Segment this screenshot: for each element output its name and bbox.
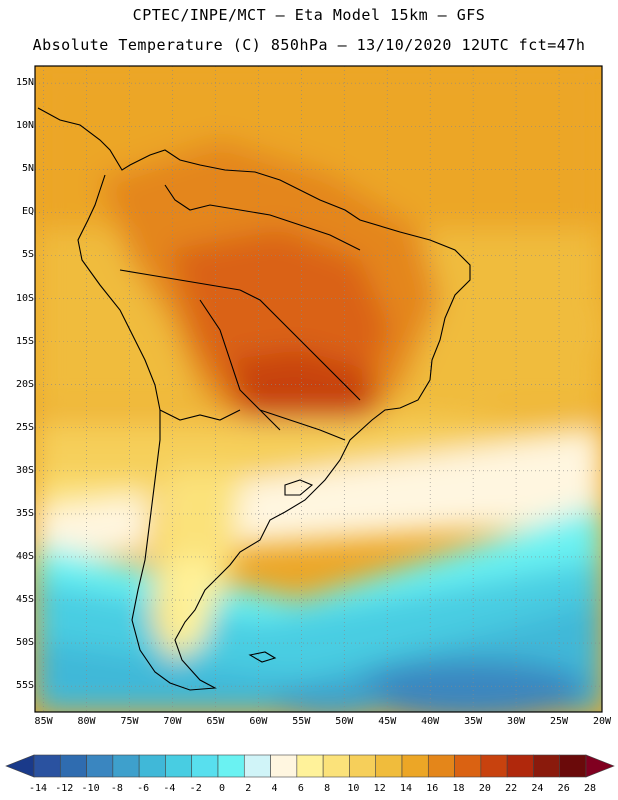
colorbar-swatch [322, 754, 350, 778]
lon-tick-label: 45W [378, 716, 397, 727]
colorbar-label: 16 [426, 783, 439, 794]
colorbar-swatch [33, 754, 61, 778]
lon-tick-label: 80W [77, 716, 96, 727]
graticule [35, 66, 603, 712]
colorbar-label: 20 [478, 783, 491, 794]
lat-tick-label: 5N [21, 163, 34, 175]
colorbar-swatch [86, 754, 114, 778]
map-title: CPTEC/INPE/MCT – Eta Model 15km – GFS [132, 6, 486, 24]
lat-tick-label: 45S [15, 594, 34, 606]
colorbar-label: 18 [452, 783, 465, 794]
colorbar-label: 22 [505, 783, 518, 794]
lat-tick-label: 25S [15, 421, 34, 433]
colorbar-label: 24 [531, 783, 544, 794]
colorbar-swatch [138, 754, 166, 778]
map-frame [34, 65, 603, 713]
lat-tick-label: 15N [15, 77, 34, 89]
colorbar-swatch [112, 754, 140, 778]
colorbar-label: -4 [163, 783, 176, 794]
colorbar-swatch [59, 754, 87, 778]
colorbar-label: -14 [28, 783, 48, 794]
lon-tick-label: 60W [249, 716, 268, 727]
lon-tick-label: 55W [292, 716, 311, 727]
colorbar-label: 4 [271, 783, 278, 794]
colorbar-label: 8 [324, 783, 331, 794]
colorbar-max-triangle [585, 754, 615, 778]
lon-tick-label: 20W [592, 716, 612, 727]
lat-tick-label: 30S [15, 464, 34, 476]
lat-tick-label: 50S [15, 637, 34, 649]
colorbar-swatch [217, 754, 245, 778]
map-subtitle: Absolute Temperature (C) 850hPa – 13/10/… [32, 36, 586, 54]
lat-tick-label: 10S [15, 292, 34, 304]
lon-tick-label: 75W [120, 716, 139, 727]
colorbar-swatch [506, 754, 534, 778]
lat-tick-label: 55S [15, 680, 34, 692]
lon-tick-label: 65W [206, 716, 225, 727]
colorbar-swatch [296, 754, 324, 778]
lat-tick-label: 15S [15, 335, 34, 347]
colorbar-label: 12 [373, 783, 386, 794]
lon-tick-label: 25W [550, 716, 569, 727]
colorbar-swatch [375, 754, 403, 778]
colorbar-swatch [559, 754, 587, 778]
lon-tick-label: 70W [163, 716, 182, 727]
colorbar-swatch [480, 754, 508, 778]
colorbar-swatch [270, 754, 298, 778]
colorbar-label: -12 [55, 783, 74, 794]
colorbar-label: -2 [189, 783, 202, 794]
lat-tick-label: 35S [15, 507, 34, 519]
temperature-field [35, 66, 602, 712]
colorbar-label: -8 [110, 783, 123, 794]
lon-tick-label: 35W [464, 716, 483, 727]
lat-tick-label: 20S [15, 378, 34, 390]
colorbar [5, 754, 615, 778]
colorbar-label: 26 [557, 783, 570, 794]
lat-tick-label: 5S [21, 249, 34, 261]
colorbar-label: 2 [245, 783, 252, 794]
colorbar-label: -10 [81, 783, 100, 794]
lat-tick-label: EQ [21, 206, 34, 218]
lat-tick-label: 10N [15, 120, 34, 132]
colorbar-label: 0 [218, 783, 226, 794]
colorbar-swatch [427, 754, 455, 778]
colorbar-label: 6 [297, 783, 304, 794]
colorbar-swatch [401, 754, 429, 778]
colorbar-label: 10 [347, 783, 360, 794]
lon-tick-label: 40W [421, 716, 440, 727]
colorbar-min-triangle [5, 754, 35, 778]
colorbar-label: 14 [399, 783, 413, 794]
lon-tick-label: 30W [507, 716, 526, 727]
colorbar-label: 28 [583, 783, 597, 794]
lat-tick-label: 40S [15, 550, 34, 562]
colorbar-swatch [454, 754, 482, 778]
colorbar-swatch [243, 754, 271, 778]
colorbar-swatch [533, 754, 561, 778]
colorbar-swatch [191, 754, 219, 778]
colorbar-swatch [349, 754, 377, 778]
colorbar-label: -6 [137, 783, 150, 794]
coastlines [37, 107, 471, 691]
lon-tick-label: 50W [335, 716, 354, 727]
lon-tick-label: 85W [34, 716, 53, 727]
colorbar-swatch [165, 754, 193, 778]
